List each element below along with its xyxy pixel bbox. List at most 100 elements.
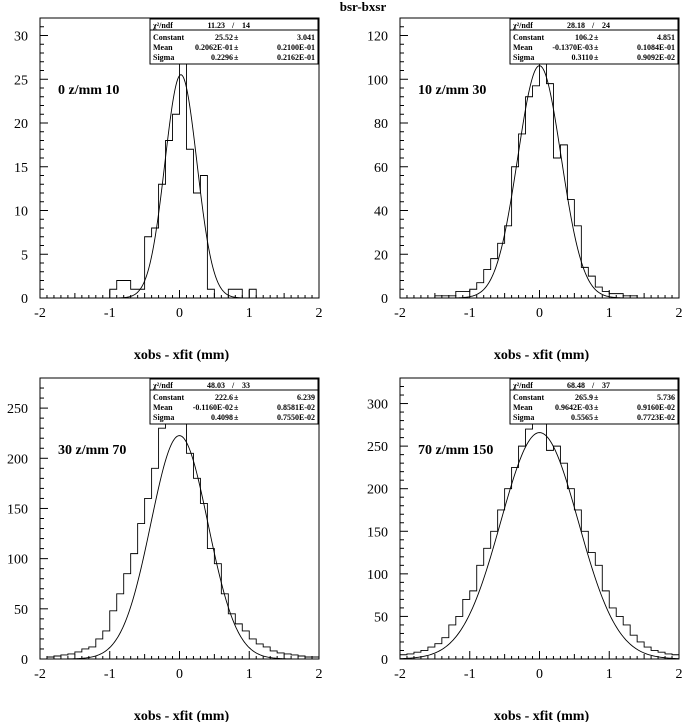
x-tick-label: -2: [34, 306, 46, 321]
histogram-bin: [124, 281, 131, 299]
x-tick-label: -1: [464, 306, 476, 321]
histogram-bin: [103, 631, 110, 659]
range-label: 0 z/mm 10: [58, 83, 119, 98]
y-tick-label: 0: [21, 292, 28, 307]
histogram-bin: [421, 650, 428, 659]
x-tick-label: -2: [394, 667, 406, 682]
y-tick-label: 250: [367, 440, 388, 455]
histogram-bin: [284, 654, 291, 659]
histogram-bin: [623, 625, 630, 659]
stat-row-pm: ±: [594, 43, 599, 52]
y-tick-label: 100: [7, 553, 28, 568]
histogram-bin: [505, 489, 512, 659]
y-tick-label: 100: [367, 568, 388, 583]
stat-row-value: -0.1160E-02: [193, 403, 233, 412]
y-tick-label: 0: [21, 653, 28, 668]
stats-box-frame: [509, 378, 679, 425]
x-axis-label: xobs - xfit (mm): [494, 709, 590, 722]
y-tick-label: 200: [7, 452, 28, 467]
y-tick-label: 200: [367, 483, 388, 498]
chi2-label: χ²/ndf: [152, 21, 173, 30]
stats-box-frame: [149, 18, 319, 65]
stat-row-pm: ±: [234, 33, 239, 42]
y-tick-label: 15: [14, 161, 28, 176]
histogram-bin: [145, 237, 152, 298]
chi2-label: χ²/ndf: [512, 381, 533, 390]
stat-row-error: 3.041: [297, 33, 315, 42]
ndf-value: 37: [602, 381, 610, 390]
y-tick-label: 0: [381, 653, 388, 668]
y-tick-label: 60: [374, 161, 388, 176]
range-label: 10 z/mm 30: [418, 83, 486, 98]
chi2-value: 68.48: [567, 381, 585, 390]
x-tick-label: 1: [246, 667, 253, 682]
histogram-bin: [519, 134, 526, 298]
histogram-bin: [456, 291, 463, 298]
stat-row-label: Constant: [153, 393, 184, 402]
histogram-bin: [166, 141, 173, 299]
x-tick-label: -1: [104, 306, 116, 321]
y-tick-label: 100: [367, 73, 388, 88]
histogram-bin: [200, 503, 207, 659]
stat-row-pm: ±: [594, 403, 599, 412]
stat-row-label: Sigma: [513, 413, 534, 422]
x-axis-label: xobs - xfit (mm): [494, 348, 590, 363]
histogram-bin: [110, 611, 117, 659]
histogram-bin: [291, 655, 298, 659]
histogram-bins: [109, 43, 257, 299]
histogram-bin: [449, 625, 456, 659]
histogram-bin: [498, 243, 505, 298]
histogram-bins: [399, 398, 680, 659]
stat-row-pm: ±: [234, 413, 239, 422]
stat-row-pm: ±: [594, 53, 599, 62]
gaussian-fit-curve: [399, 432, 680, 660]
stat-row-pm: ±: [594, 393, 599, 402]
histogram-bin: [207, 289, 214, 298]
ndf-value: 24: [602, 21, 610, 30]
histogram-bin: [553, 446, 560, 659]
stat-row-value: 0.4098: [211, 413, 233, 422]
histogram-bin: [574, 510, 581, 659]
histogram-bin: [574, 226, 581, 298]
stat-row-label: Sigma: [513, 53, 534, 62]
histogram-bin: [526, 429, 533, 659]
y-tick-label: 20: [374, 248, 388, 263]
x-tick-label: -1: [104, 667, 116, 682]
stat-row-label: Constant: [153, 33, 184, 42]
y-tick-label: 20: [14, 117, 28, 132]
histogram-bin: [477, 565, 484, 659]
chi2-value: 48.03: [207, 381, 225, 390]
y-tick-label: 5: [21, 248, 28, 263]
histogram-bin: [546, 450, 553, 659]
stat-row-error: 0.7723E-02: [637, 413, 675, 422]
histogram-bin: [533, 86, 540, 298]
histogram-bin: [484, 270, 491, 298]
stat-row-error: 0.2100E-01: [277, 43, 315, 52]
range-label: 30 z/mm 70: [58, 443, 126, 458]
stat-row-pm: ±: [594, 33, 599, 42]
stat-row-label: Sigma: [153, 53, 174, 62]
gaussian-fit-curve: [59, 435, 300, 660]
stat-row-error: 6.239: [297, 393, 315, 402]
x-tick-label: 0: [536, 667, 543, 682]
histogram-bin: [484, 548, 491, 659]
histogram-bin: [117, 594, 124, 659]
histogram-bin: [456, 616, 463, 659]
stat-row-pm: ±: [594, 413, 599, 422]
stat-row-label: Mean: [153, 43, 173, 52]
stat-row-value: 265.9: [575, 393, 593, 402]
stat-row-value: 222.6: [215, 393, 233, 402]
histogram-bin: [166, 408, 173, 659]
x-tick-label: 0: [176, 306, 183, 321]
gaussian-fit-curve: [448, 65, 631, 299]
stat-row-value: 0.9642E-03: [555, 403, 593, 412]
x-axis-label: xobs - xfit (mm): [134, 348, 230, 363]
histogram-bin: [173, 114, 180, 298]
histogram-bin: [526, 97, 533, 298]
stat-row-label: Mean: [153, 403, 173, 412]
histogram-bin: [193, 478, 200, 659]
